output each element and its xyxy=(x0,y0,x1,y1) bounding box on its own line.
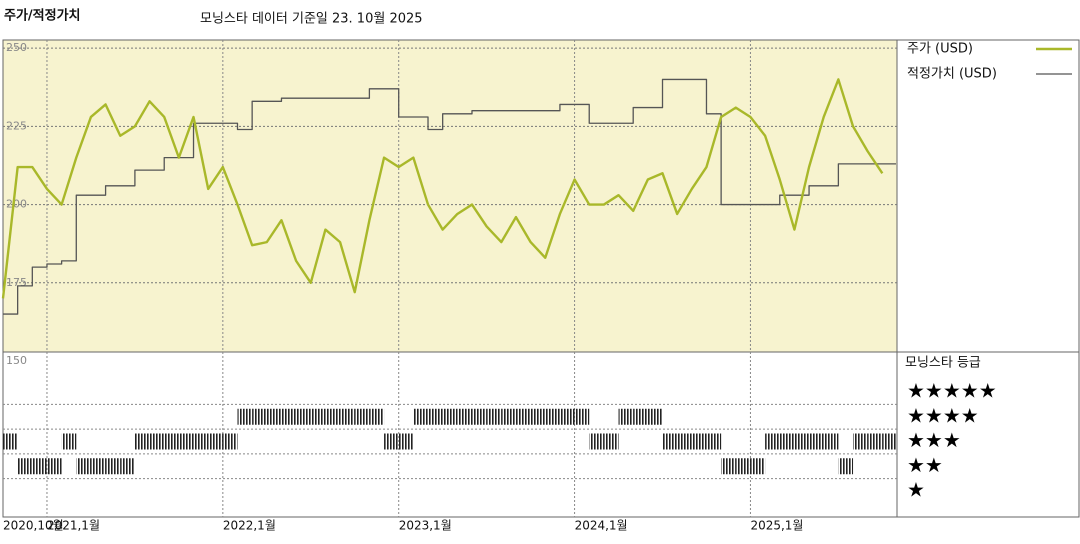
x-tick-label: 2024,1월 xyxy=(575,519,628,533)
rating-block xyxy=(471,408,487,425)
x-tick-label: 2023,1월 xyxy=(399,519,452,533)
rating-block xyxy=(647,408,663,425)
rating-block xyxy=(178,433,194,450)
rating-block xyxy=(779,433,795,450)
rating-block xyxy=(3,433,18,450)
rating-block xyxy=(457,408,472,425)
rating-block xyxy=(809,433,824,450)
y-tick-label: 250 xyxy=(6,41,27,54)
rating-block xyxy=(662,433,678,450)
rating-block xyxy=(17,458,33,475)
rating-block xyxy=(486,408,502,425)
series-line xyxy=(3,78,896,315)
series-line xyxy=(1,78,884,299)
rating-block xyxy=(677,433,692,450)
rating-block xyxy=(545,408,560,425)
x-tick-label: 2025,1월 xyxy=(750,519,803,533)
rating-block xyxy=(164,433,179,450)
rating-block xyxy=(691,433,707,450)
rating-label: ★★★ xyxy=(907,428,961,452)
rating-block xyxy=(149,433,165,450)
rating-block xyxy=(61,433,77,450)
plot-background xyxy=(3,40,897,352)
rating-block xyxy=(750,458,766,475)
rating-block xyxy=(633,408,648,425)
rating-block xyxy=(310,408,326,425)
rating-block xyxy=(838,458,854,475)
rating-block xyxy=(193,433,209,450)
rating-block xyxy=(208,433,223,450)
rating-block xyxy=(384,433,399,450)
rating-block xyxy=(794,433,810,450)
y-tick-label: 225 xyxy=(6,119,27,132)
rating-block xyxy=(90,458,106,475)
rating-block xyxy=(76,458,91,475)
rating-block xyxy=(618,408,634,425)
rating-block xyxy=(237,408,253,425)
chart-title: 주가/적정가치 xyxy=(4,8,81,24)
frame xyxy=(2,39,1080,518)
rating-block xyxy=(120,458,135,475)
rating-block xyxy=(603,433,619,450)
rating-block xyxy=(340,408,355,425)
rating-block xyxy=(266,408,282,425)
rating-block xyxy=(296,408,311,425)
rating-block xyxy=(325,408,341,425)
rating-block xyxy=(442,408,458,425)
rating-block xyxy=(559,408,575,425)
chart-subtitle: 모닝스타 데이터 기준일 23. 10월 2025 xyxy=(200,12,423,27)
rating-block xyxy=(853,433,868,450)
rating-block xyxy=(867,433,883,450)
legend-label: 적정가치 (USD) xyxy=(907,67,997,82)
rating-block xyxy=(398,433,414,450)
rating-label: ★ xyxy=(907,478,925,502)
y-tick-label: 200 xyxy=(6,198,27,211)
rating-label: ★★★★★ xyxy=(907,379,997,403)
rating-block xyxy=(413,408,429,425)
rating-block xyxy=(706,433,722,450)
rating-block xyxy=(765,433,780,450)
legend-label: 주가 (USD) xyxy=(907,42,973,57)
rating-block xyxy=(501,408,516,425)
rating-block xyxy=(46,458,62,475)
rating-label: ★★ xyxy=(907,453,943,477)
x-tick-label: 2022,1월 xyxy=(223,519,276,533)
rating-block xyxy=(134,433,150,450)
y-tick-label: 150 xyxy=(6,354,27,367)
rating-block xyxy=(574,408,590,425)
x-tick-label: 2020,10월 xyxy=(3,519,64,533)
rating-block xyxy=(589,433,604,450)
x-tick-label: 2021,1월 xyxy=(47,519,100,533)
rating-block xyxy=(222,433,238,450)
rating-block xyxy=(369,408,385,425)
rating-block xyxy=(721,458,736,475)
rating-block xyxy=(354,408,370,425)
rating-label: ★★★★ xyxy=(907,403,979,427)
rating-block xyxy=(32,458,47,475)
rating-block xyxy=(252,408,267,425)
rating-block xyxy=(428,408,443,425)
rating-block xyxy=(882,433,897,450)
rating-block xyxy=(530,408,546,425)
rating-block xyxy=(515,408,531,425)
rating-block xyxy=(823,433,839,450)
rating-block xyxy=(281,408,297,425)
y-tick-label: 175 xyxy=(6,276,27,289)
rating-block xyxy=(105,458,121,475)
rating-block xyxy=(735,458,751,475)
ratings-title: 모닝스타 등급 xyxy=(905,356,981,371)
